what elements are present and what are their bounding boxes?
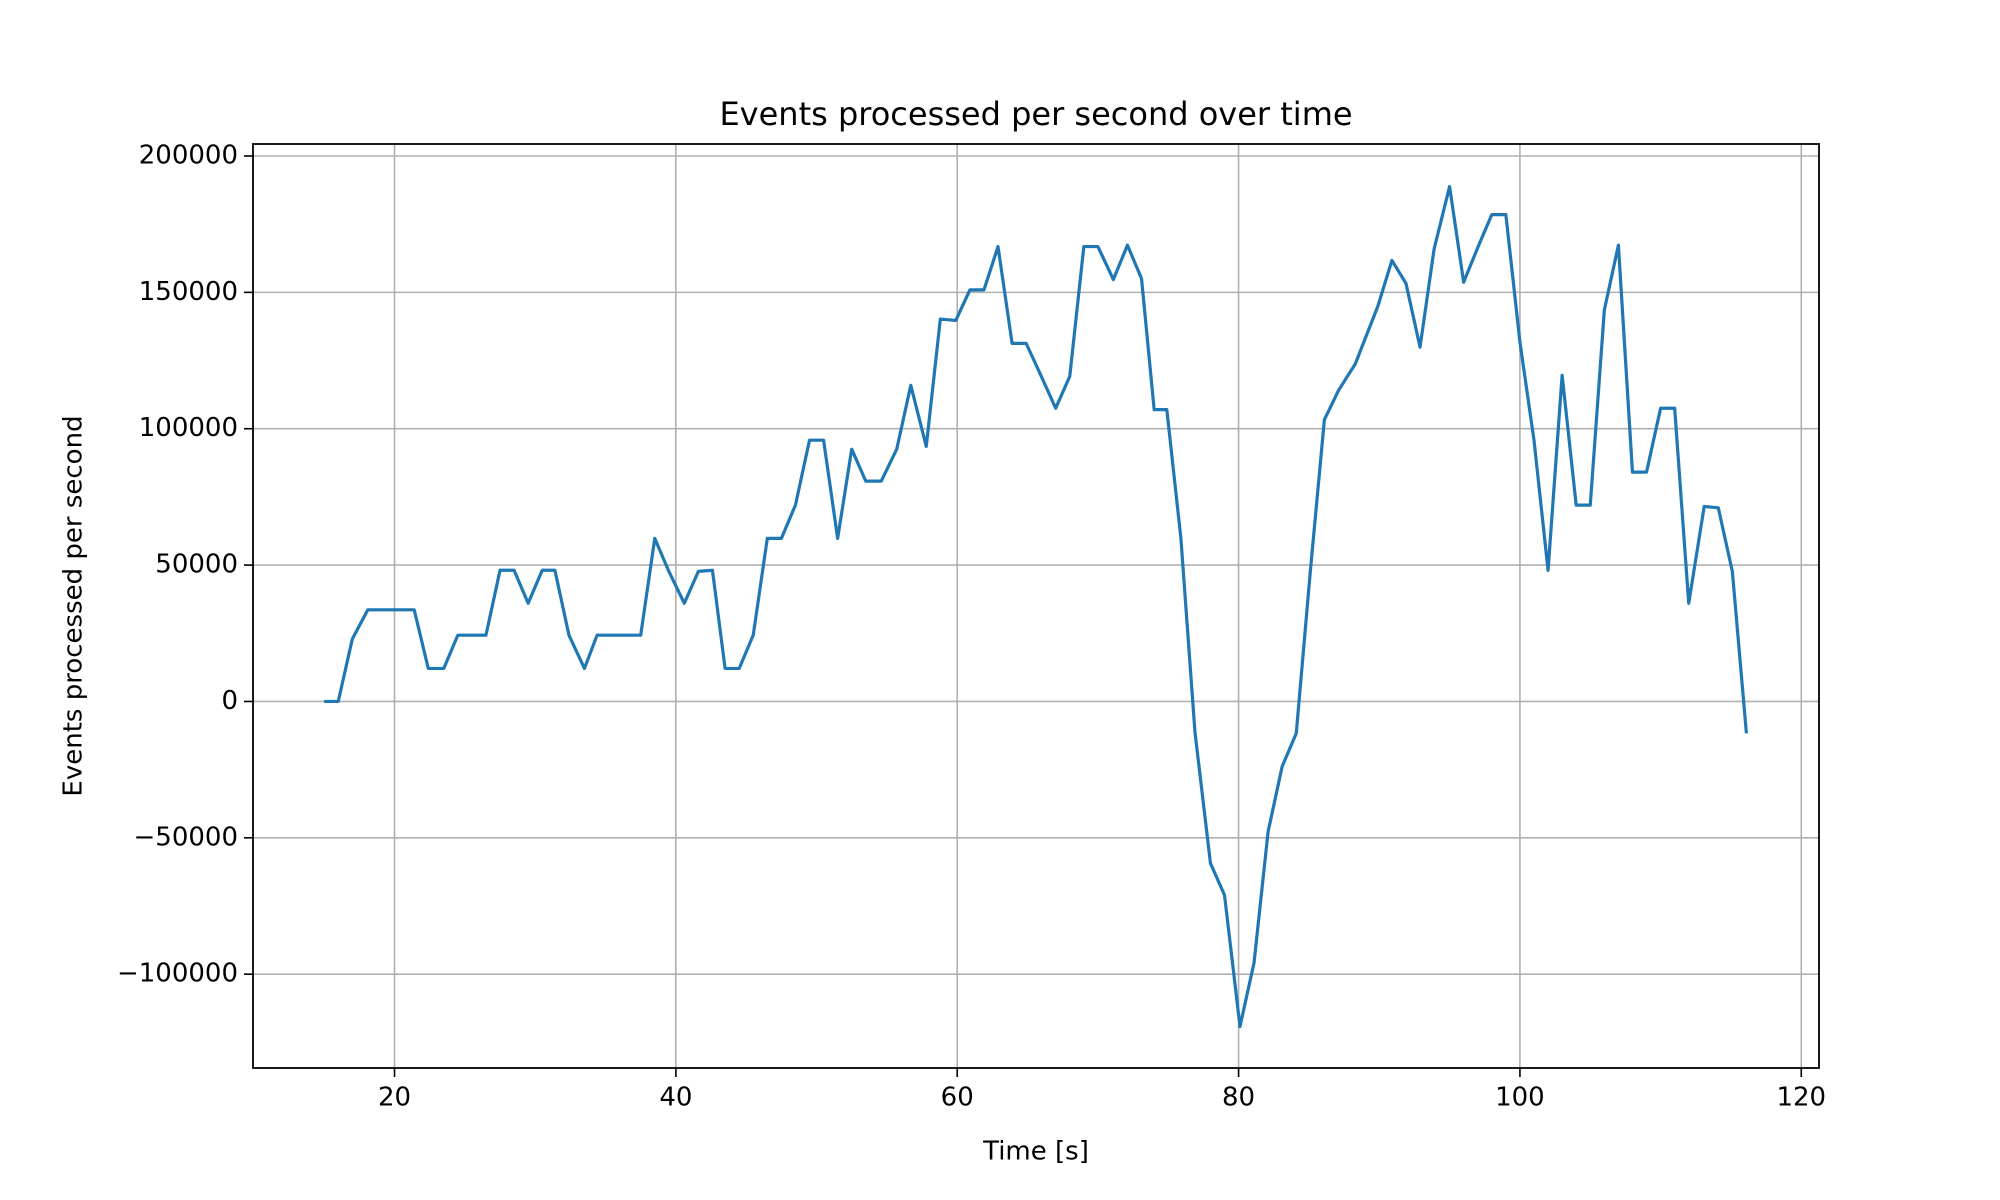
y-tick-label: 100000 bbox=[139, 413, 238, 443]
y-tick-label: 0 bbox=[221, 686, 238, 716]
y-tick-label: 50000 bbox=[155, 550, 238, 580]
chart-title: Events processed per second over time bbox=[719, 95, 1352, 133]
y-axis-label: Events processed per second bbox=[59, 415, 89, 796]
data-line bbox=[324, 184, 1749, 1029]
y-tick-label: 150000 bbox=[139, 277, 238, 307]
y-tick-label: 200000 bbox=[139, 141, 238, 171]
x-tick-label: 100 bbox=[1495, 1083, 1545, 1113]
x-axis-label: Time [s] bbox=[982, 1137, 1089, 1167]
plot-frame bbox=[252, 143, 1820, 1069]
x-tick-label: 20 bbox=[378, 1083, 411, 1113]
x-tick-label: 80 bbox=[1222, 1083, 1255, 1113]
x-tick-label: 40 bbox=[659, 1083, 692, 1113]
y-tick-label: −100000 bbox=[117, 959, 238, 989]
x-tick-label: 120 bbox=[1776, 1083, 1826, 1113]
y-tick-label: −50000 bbox=[134, 822, 239, 852]
x-tick-label: 60 bbox=[941, 1083, 974, 1113]
